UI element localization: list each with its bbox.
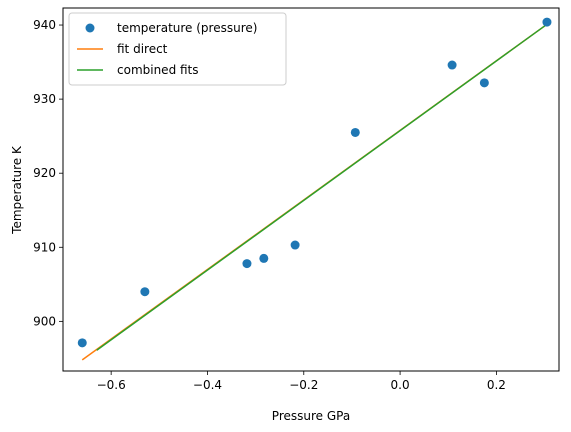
x-axis-label: Pressure GPa bbox=[272, 409, 350, 423]
data-point bbox=[77, 338, 87, 348]
data-point bbox=[140, 287, 150, 297]
y-tick-label: 900 bbox=[33, 314, 56, 328]
data-point bbox=[350, 127, 360, 137]
x-axis-ticks: −0.6 −0.4 −0.2 0.0 0.2 bbox=[97, 371, 506, 392]
y-tick-label: 910 bbox=[33, 240, 56, 254]
legend-label: combined fits bbox=[117, 63, 199, 77]
data-point bbox=[242, 259, 252, 269]
y-tick-label: 940 bbox=[33, 18, 56, 32]
legend-marker bbox=[85, 23, 95, 33]
data-point bbox=[542, 17, 552, 27]
x-tick-label: −0.2 bbox=[289, 378, 318, 392]
legend-label: fit direct bbox=[117, 42, 168, 56]
series-line-2 bbox=[96, 23, 548, 351]
y-tick-label: 930 bbox=[33, 92, 56, 106]
y-axis-label: Temperature K bbox=[10, 145, 24, 235]
data-point bbox=[290, 240, 300, 250]
y-axis-ticks: 900 910 920 930 940 bbox=[33, 18, 63, 328]
legend-label: temperature (pressure) bbox=[117, 21, 257, 35]
legend-box bbox=[68, 12, 287, 86]
data-point bbox=[447, 60, 457, 70]
data-point bbox=[259, 253, 269, 263]
x-tick-label: −0.6 bbox=[97, 378, 126, 392]
plot-frame bbox=[62, 7, 560, 372]
x-tick-label: 0.2 bbox=[487, 378, 506, 392]
plot-area bbox=[77, 17, 552, 361]
x-tick-label: 0.0 bbox=[391, 378, 410, 392]
y-tick-label: 920 bbox=[33, 166, 56, 180]
x-tick-label: −0.4 bbox=[193, 378, 222, 392]
legend: temperature (pressure) fit direct combined… bbox=[68, 12, 287, 86]
data-point bbox=[479, 78, 489, 88]
